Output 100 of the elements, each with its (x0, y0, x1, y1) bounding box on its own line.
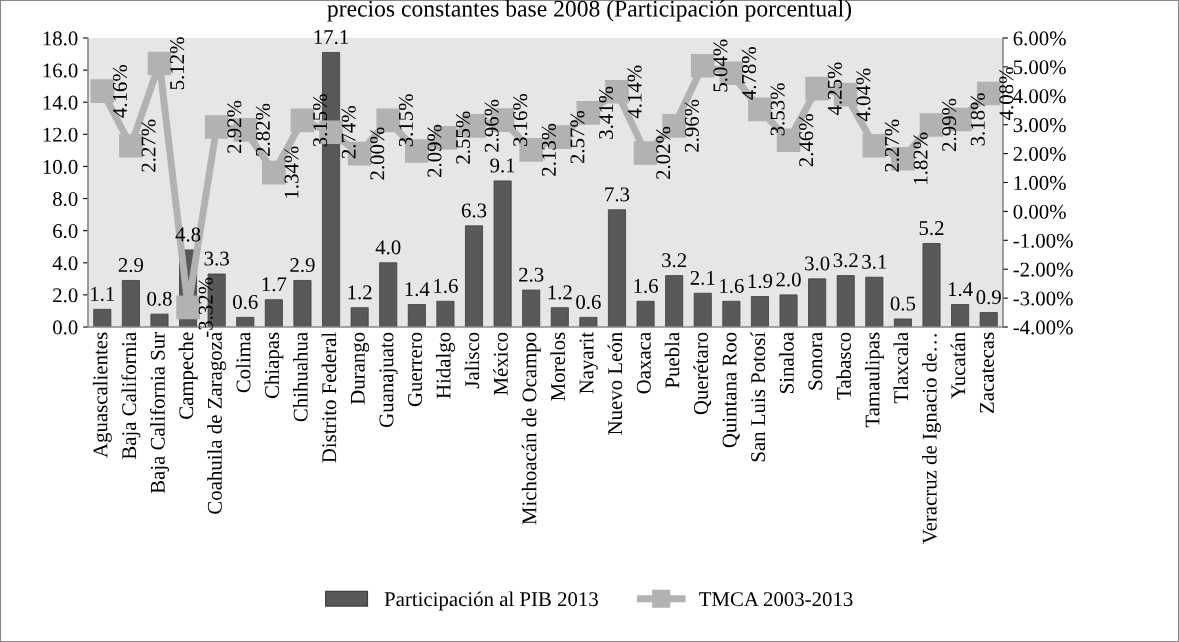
data-label: 2.0 (776, 272, 801, 287)
data-label: 3.15% (398, 94, 413, 147)
data-label: 1.4 (948, 282, 973, 297)
data-label: 0.9 (976, 290, 1001, 305)
data-label: 3.0 (805, 256, 830, 271)
data-label: 4.04% (856, 68, 871, 122)
data-label: 2.1 (690, 270, 715, 285)
data-label: 1.9 (748, 274, 773, 289)
y2-tick-label: 3.00% (1013, 118, 1066, 133)
y-tick-label: 12.0 (43, 127, 78, 142)
x-tick-label: Tlaxcala (893, 332, 909, 404)
data-label: 2.9 (118, 258, 144, 273)
y2-tick-label: 5.00% (1013, 60, 1066, 75)
x-tick-label: Aguascalientes (92, 332, 112, 458)
x-tick-label: Durango (350, 332, 370, 405)
data-label: 2.57% (570, 110, 585, 164)
data-label: 4.78% (741, 47, 757, 100)
data-label: 1.2 (548, 285, 572, 300)
data-label: 4.08% (999, 67, 1014, 120)
x-tick-label: Chihuahua (293, 332, 308, 422)
x-tick-label: Campeche (178, 332, 198, 419)
bar (407, 304, 426, 327)
y2-tick-label: -2.00% (1013, 262, 1073, 277)
y-tick-label: 10.0 (43, 159, 78, 174)
bar (665, 275, 684, 327)
point (90, 79, 115, 103)
y2-tick-label: 6.00% (1013, 31, 1066, 46)
data-label: 4.14% (627, 65, 642, 119)
point (147, 51, 172, 76)
x-tick-label: Baja California Sur (149, 332, 170, 494)
x-tick-label: Zacatecas (980, 332, 994, 413)
bar (951, 304, 970, 327)
x-tick-label: Nayarit (579, 331, 598, 394)
data-label: 2.09% (427, 124, 442, 177)
data-label: 1.6 (720, 278, 744, 293)
x-tick-label: Veracruz de Ignacio de… (922, 334, 941, 544)
bar (607, 209, 626, 327)
data-label: 3.1 (862, 254, 887, 269)
bar (693, 292, 712, 327)
bar (922, 243, 941, 327)
data-label: 2.13% (541, 123, 556, 176)
data-label: 1.6 (634, 278, 658, 293)
bar (808, 278, 827, 327)
chart-title: precios constantes base 2008 (Participación porcentual) (327, 0, 852, 22)
data-label: 9.1 (490, 158, 515, 173)
data-label: 2.27% (141, 119, 156, 172)
bar (293, 280, 312, 327)
bar (550, 307, 569, 327)
x-tick-label: Baja California (121, 332, 141, 460)
data-label: 1.82% (913, 132, 928, 184)
bar (150, 313, 169, 327)
x-tick-label: Querétaro (693, 332, 712, 415)
bar (436, 300, 455, 327)
point (176, 295, 200, 320)
data-label: 4.8 (175, 227, 201, 242)
bar (236, 316, 255, 327)
data-label: 3.2 (833, 253, 858, 268)
data-label: 0.8 (147, 291, 172, 306)
x-tick-label: Colima (235, 332, 251, 393)
data-label: 4.0 (375, 240, 401, 255)
bar (465, 225, 484, 327)
x-tick-label: Quintana Roo (722, 332, 740, 448)
point (805, 76, 829, 101)
x-tick-label: Hidalgo (435, 332, 455, 399)
x-tick-label: Morelos (550, 332, 566, 401)
bar (493, 180, 512, 327)
bar (579, 316, 598, 327)
data-label: 1.1 (91, 286, 115, 302)
x-tick-label: Nuevo León (607, 332, 623, 435)
bar (121, 280, 140, 327)
y-tick-label: 16.0 (43, 63, 78, 78)
x-tick-label: Sonora (808, 332, 823, 390)
data-label: 3.15% (313, 94, 328, 147)
point (690, 53, 715, 78)
bar (93, 308, 112, 327)
y-tick-label: 18.0 (43, 31, 78, 46)
x-tick-label: Tabasco (836, 332, 851, 400)
data-label: 6.3 (461, 203, 487, 218)
bar (893, 318, 912, 327)
data-label: 3.3 (204, 251, 229, 266)
data-label: 17.1 (314, 30, 349, 45)
data-label: 3.16% (513, 93, 528, 146)
data-label: 0.5 (890, 296, 916, 311)
data-label: 3.41% (598, 86, 614, 139)
bar (750, 296, 769, 327)
x-tick-label: Jalisco (464, 332, 480, 389)
data-label: 5.04% (713, 39, 728, 92)
y2-tick-label: -4.00% (1013, 320, 1073, 335)
data-label: 2.92% (227, 100, 242, 153)
point (862, 133, 887, 158)
data-label: 2.96% (684, 99, 699, 152)
bar (379, 262, 398, 327)
y2-tick-label: 2.00% (1013, 146, 1066, 162)
data-label: 2.00% (370, 127, 385, 180)
data-label: 2.3 (519, 267, 544, 282)
x-tick-label: Guerrero (408, 332, 423, 407)
bar (722, 300, 741, 327)
bar (636, 300, 655, 327)
x-tick-label: México (493, 332, 508, 395)
point (633, 141, 658, 165)
